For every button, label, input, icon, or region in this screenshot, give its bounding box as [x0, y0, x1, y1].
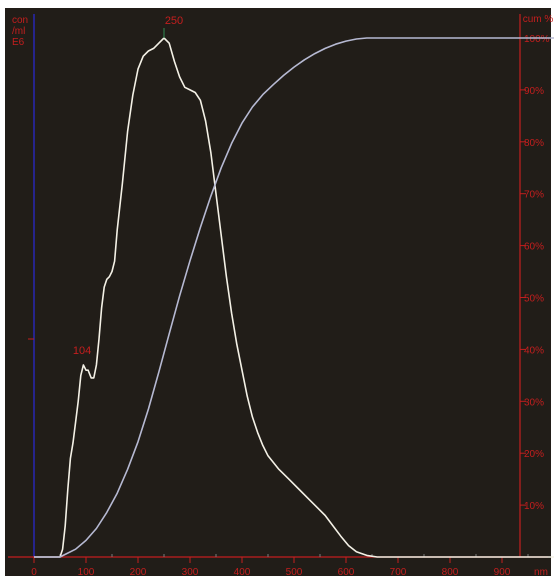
x-tick-label: 600	[338, 567, 355, 578]
cumulative-curve	[34, 37, 554, 558]
peak-label-main: 250	[165, 15, 183, 27]
right-tick-label: 70%	[524, 190, 544, 201]
right-axis-label: cum %	[523, 14, 554, 25]
x-tick-label: 0	[31, 567, 37, 578]
left-axis-label-line: /ml	[12, 26, 25, 37]
x-tick-label: 800	[442, 567, 459, 578]
right-tick-label: 30%	[524, 397, 544, 408]
x-tick-label: 700	[390, 567, 407, 578]
x-tick-label: 100	[78, 567, 95, 578]
right-tick-label: 50%	[524, 294, 544, 305]
x-tick-label: 400	[234, 567, 251, 578]
x-tick-label: 200	[130, 567, 147, 578]
right-tick-label: 10%	[524, 501, 544, 512]
x-tick-label: 900	[494, 567, 511, 578]
left-axis-label-line: con	[12, 15, 28, 26]
right-tick-label: 80%	[524, 138, 544, 149]
x-tick-label: 500	[286, 567, 303, 578]
left-axis-label-line: E6	[12, 37, 25, 48]
distribution-curve	[34, 37, 554, 558]
right-tick-label: 40%	[524, 345, 544, 356]
right-tick-label: 20%	[524, 449, 544, 460]
x-tick-label: 300	[182, 567, 199, 578]
plot-frame	[3, 6, 553, 578]
right-tick-label: 90%	[524, 86, 544, 97]
peak-label-secondary: 104	[73, 345, 91, 357]
x-axis-label: nm	[534, 567, 548, 578]
right-tick-label: 100%	[524, 34, 550, 45]
right-tick-label: 60%	[524, 242, 544, 253]
